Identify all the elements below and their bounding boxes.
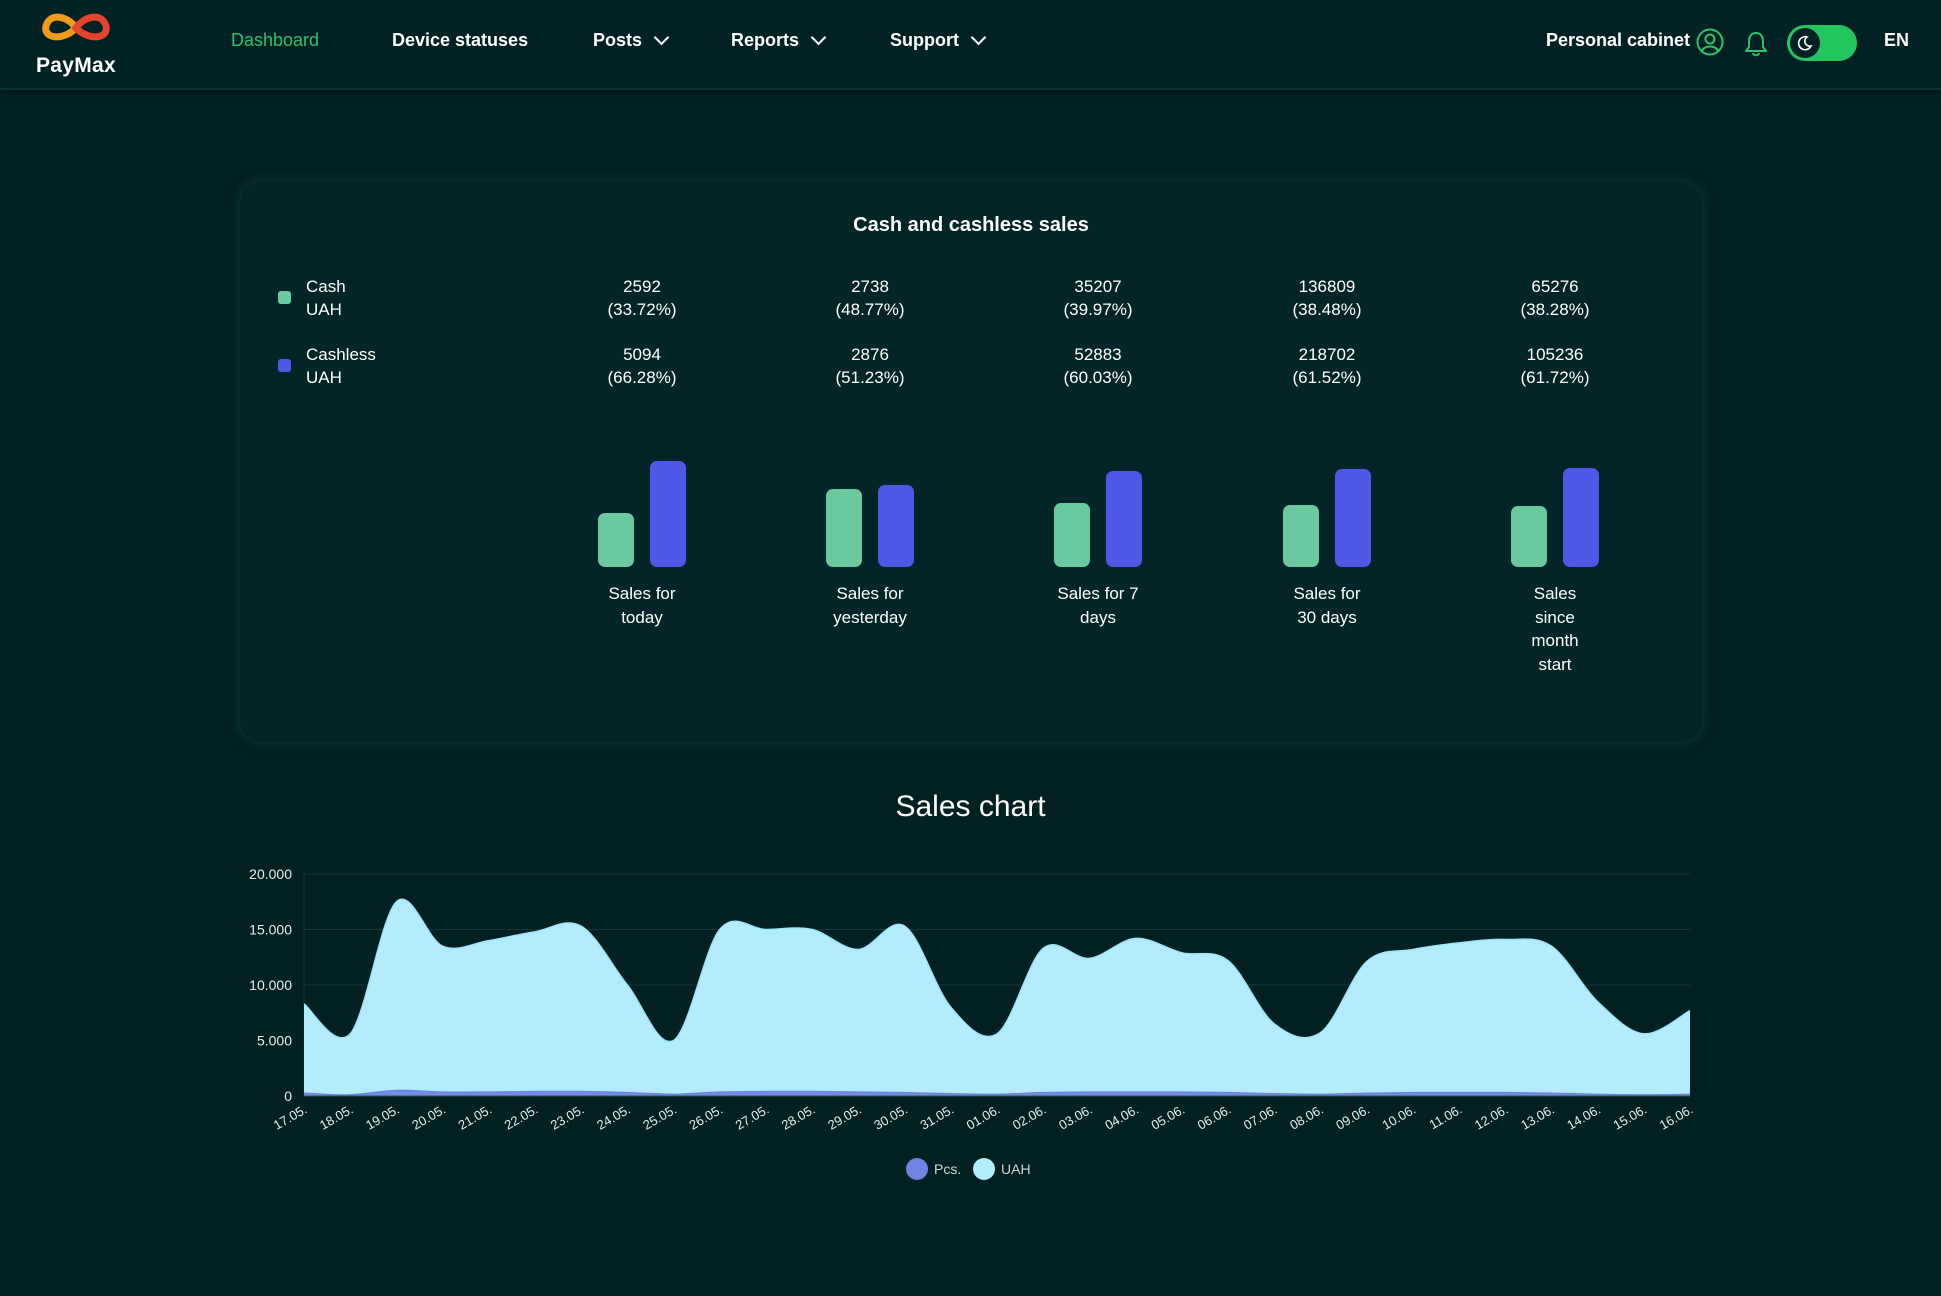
theme-toggle-knob (1790, 28, 1820, 58)
x-tick-label: 06.06. (1195, 1102, 1234, 1133)
nav-label: Dashboard (231, 30, 320, 50)
nav-label: Support (890, 30, 959, 50)
legend-cashless-label: Cashless UAH (306, 345, 376, 387)
nav-dashboard[interactable]: Dashboard (231, 30, 319, 51)
x-tick-label: 01.06. (964, 1102, 1003, 1133)
x-tick-label: 02.06. (1010, 1102, 1049, 1133)
bar-cashless-30-days (1335, 468, 1371, 567)
bar-cash-yesterday (826, 488, 862, 567)
legend-pcs[interactable]: Pcs. (906, 1158, 961, 1180)
y-tick-label: 20.000 (249, 866, 292, 882)
y-tick-label: 15.000 (249, 922, 292, 938)
x-tick-label: 22.05. (502, 1102, 541, 1133)
paymax-logo[interactable]: PayMax (30, 8, 122, 78)
theme-toggle[interactable] (1787, 25, 1857, 61)
cash-value: 65276 (38.28%) (1520, 277, 1590, 319)
bar-cash-today (598, 513, 634, 567)
x-tick-label: 23.05. (548, 1102, 587, 1133)
series-line-uah (303, 898, 1691, 1043)
bar-cashless-7-days (1106, 470, 1142, 567)
nav-label: Reports (731, 30, 800, 50)
cash-value: 136809 (38.48%) (1292, 277, 1362, 319)
x-tick-label: 20.05. (409, 1102, 448, 1133)
x-tick-label: 03.06. (1056, 1102, 1095, 1133)
x-tick-label: 05.06. (1148, 1102, 1187, 1133)
x-tick-label: 11.06. (1427, 1102, 1465, 1133)
x-tick-label: 07.06. (1241, 1102, 1280, 1133)
bell-icon[interactable] (1744, 30, 1768, 57)
x-tick-label: 21.05. (455, 1102, 494, 1133)
cashless-value: 52883 (60.03%) (1063, 345, 1133, 387)
x-tick-label: 14.06. (1564, 1102, 1603, 1133)
bar-cash-30-days (1283, 505, 1319, 567)
period-label-today: Sales for today (608, 584, 676, 627)
top-navbar: PayMax Dashboard Device statuses Posts R… (0, 0, 1941, 90)
legend-uah-label: UAH (1001, 1161, 1031, 1177)
x-tick-label: 29.05. (825, 1102, 864, 1133)
x-tick-label: 13.06. (1518, 1102, 1557, 1133)
x-tick-label: 08.06. (1287, 1102, 1326, 1133)
x-tick-label: 30.05. (871, 1102, 910, 1133)
sales-chart-title: Sales chart (895, 790, 1046, 823)
personal-cabinet-link[interactable]: Personal cabinet (1546, 30, 1691, 50)
x-tick-label: 28.05. (779, 1102, 818, 1133)
x-tick-label: 18.05. (317, 1102, 356, 1133)
period-label-7-days: Sales for 7 days (1057, 584, 1139, 627)
x-tick-label: 15.06. (1610, 1102, 1649, 1133)
moon-icon (1797, 35, 1813, 51)
cash-value: 2592 (33.72%) (607, 277, 677, 319)
period-label-yesterday: Sales for yesterday (833, 584, 907, 627)
nav-label: Device statuses (392, 30, 529, 50)
nav-reports[interactable]: Reports (731, 29, 827, 51)
language-switcher[interactable]: EN (1884, 30, 1910, 50)
bar-cash-7-days (1054, 503, 1090, 567)
cash-value: 35207 (39.97%) (1063, 277, 1133, 319)
cash-value: 2738 (48.77%) (835, 277, 905, 319)
uah-legend-dot (973, 1158, 995, 1180)
legend-uah[interactable]: UAH (973, 1158, 1031, 1180)
x-tick-label: 31.05. (917, 1102, 956, 1133)
x-tick-label: 27.05. (733, 1102, 772, 1133)
cash-cashless-card: Cash and cashless sales Cash UAH Cashless… (240, 182, 1702, 742)
logo-text: PayMax (36, 54, 117, 77)
legend-cash-label: Cash UAH (306, 277, 346, 319)
nav-label: Posts (593, 30, 643, 50)
series-area-uah (304, 899, 1690, 1096)
legend-pcs-label: Pcs. (934, 1161, 962, 1177)
cash-color-swatch (278, 291, 291, 304)
cashless-value: 5094 (66.28%) (607, 345, 677, 387)
x-tick-label: 04.06. (1102, 1102, 1141, 1133)
bar-cashless-today (650, 460, 686, 567)
user-icon[interactable] (1696, 28, 1724, 56)
series-line-pcs (303, 1089, 1691, 1096)
x-tick-label: 24.05. (594, 1102, 633, 1133)
cashless-value: 2876 (51.23%) (835, 345, 905, 387)
nav-device-statuses[interactable]: Device statuses (392, 30, 528, 51)
x-tick-label: 16.06. (1657, 1102, 1696, 1133)
infinity-logo-icon (42, 13, 110, 41)
x-tick-label: 10.06. (1379, 1102, 1418, 1133)
card-title: Cash and cashless sales (853, 214, 1089, 236)
bar-cashless-month-start (1563, 468, 1599, 567)
x-tick-label: 09.06. (1333, 1102, 1372, 1133)
y-tick-label: 10.000 (249, 977, 292, 993)
cashless-value: 218702 (61.52%) (1292, 345, 1362, 387)
x-tick-label: 12.06. (1472, 1102, 1511, 1133)
period-label-30-days: Sales for 30 days (1293, 584, 1361, 627)
nav-support[interactable]: Support (890, 29, 987, 51)
nav-posts[interactable]: Posts (593, 29, 670, 51)
x-tick-label: 17.05. (271, 1102, 310, 1133)
y-tick-label: 0 (284, 1088, 292, 1104)
period-label-month-start: Sales since month start (1531, 584, 1579, 674)
x-tick-label: 25.05. (640, 1102, 679, 1133)
y-tick-label: 5.000 (257, 1033, 292, 1049)
bar-cash-month-start (1511, 505, 1547, 567)
pcs-legend-dot (906, 1158, 928, 1180)
x-tick-label: 26.05. (686, 1102, 725, 1133)
cashless-value: 105236 (61.72%) (1520, 345, 1590, 387)
cashless-color-swatch (278, 359, 291, 372)
bar-cashless-yesterday (878, 485, 914, 567)
x-tick-label: 19.05. (363, 1102, 402, 1133)
